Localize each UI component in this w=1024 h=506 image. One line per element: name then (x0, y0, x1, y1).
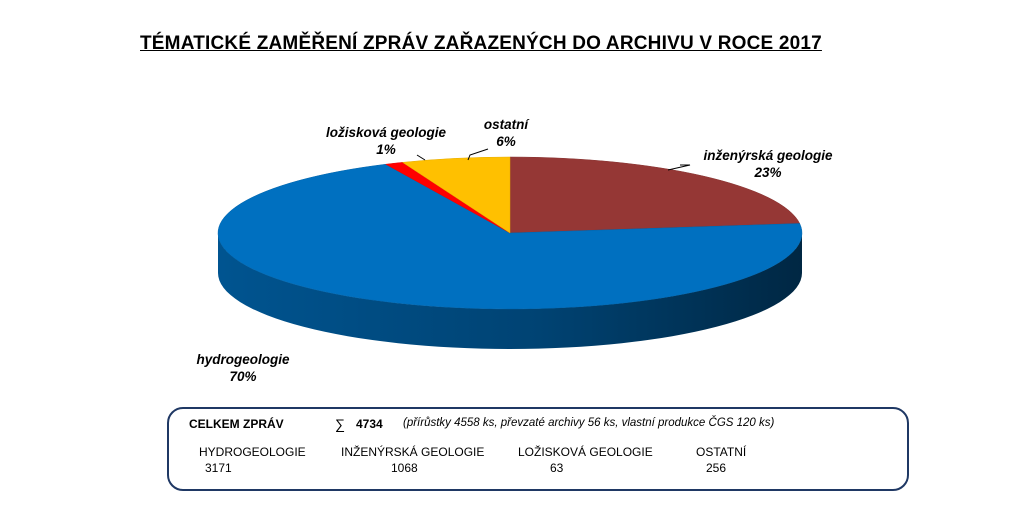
summary-label: CELKEM ZPRÁV (189, 417, 284, 431)
category-name: INŽENÝRSKÁ GEOLOGIE (341, 445, 485, 459)
category-value: 3171 (205, 461, 232, 475)
pie-slice-3 (401, 156, 511, 234)
slice-label-1: hydrogeologie (196, 352, 289, 367)
category-value: 256 (706, 461, 727, 475)
slice-pct-label-0: 23% (753, 165, 781, 180)
summary-box: CELKEM ZPRÁV ∑ 4734 (přírůstky 4558 ks, … (167, 407, 909, 491)
category-loziskova: LOŽISKOVÁ GEOLOGIE 63 (518, 445, 653, 475)
category-value: 1068 (391, 461, 418, 475)
slice-pct-label-1: 70% (229, 369, 256, 384)
pie-slice-1 (217, 163, 803, 310)
summary-note: (přírůstky 4558 ks, převzaté archivy 56 … (403, 417, 775, 429)
leader-line-0 (667, 164, 691, 171)
category-name: OSTATNÍ (696, 445, 747, 459)
sigma-symbol: ∑ (335, 416, 345, 432)
slice-label-0: inženýrská geologie (703, 148, 833, 163)
category-name: LOŽISKOVÁ GEOLOGIE (518, 445, 653, 459)
category-name: HYDROGEOLOGIE (199, 445, 306, 459)
pie-slice-0 (509, 156, 801, 234)
category-inzenyrska: INŽENÝRSKÁ GEOLOGIE 1068 (341, 445, 484, 475)
summary-total: 4734 (356, 417, 383, 431)
slice-label-2: ložisková geologie (326, 125, 447, 140)
slice-pct-label-2: 1% (376, 142, 396, 157)
chart-title: TÉMATICKÉ ZAMĚŘENÍ ZPRÁV ZAŘAZENÝCH DO A… (140, 33, 822, 54)
category-hydrogeologie: HYDROGEOLOGIE 3171 (199, 445, 306, 475)
pie-side-1 (218, 233, 802, 349)
leader-line-3 (467, 148, 489, 161)
summary-total-line: CELKEM ZPRÁV ∑ 4734 (přírůstky 4558 ks, … (189, 416, 774, 432)
category-ostatni: OSTATNÍ 256 (696, 445, 746, 475)
slice-pct-label-3: 6% (496, 134, 516, 149)
slice-label-3: ostatní (484, 117, 531, 132)
leader-line-2 (416, 154, 426, 161)
category-value: 63 (550, 461, 564, 475)
